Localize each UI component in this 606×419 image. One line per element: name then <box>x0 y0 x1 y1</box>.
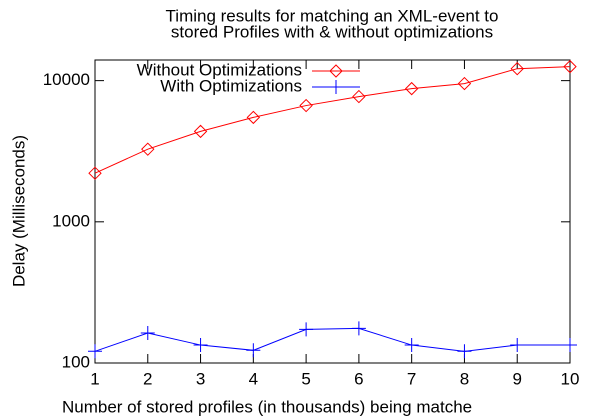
marker <box>352 89 366 104</box>
y-tick-label: 1000 <box>52 211 90 230</box>
marker <box>510 338 525 353</box>
x-tick-label: 10 <box>561 369 580 388</box>
x-tick-label: 8 <box>460 369 469 388</box>
x-tick-label: 7 <box>407 369 416 388</box>
marker <box>193 338 208 353</box>
legend-label: With Optimizations <box>160 76 302 95</box>
chart-title: Timing results for matching an XML-event… <box>166 6 499 25</box>
marker <box>193 124 208 139</box>
y-tick-label: 10000 <box>43 70 90 89</box>
marker <box>457 76 472 91</box>
marker <box>246 343 261 358</box>
x-tick-label: 5 <box>301 369 310 388</box>
x-tick-label: 9 <box>512 369 521 388</box>
marker <box>88 344 102 359</box>
chart-title: stored Profiles with & without optimizat… <box>171 22 493 41</box>
legend-label: Without Optimizations <box>137 60 302 79</box>
x-axis-label: Number of stored profiles (in thousands)… <box>62 397 472 416</box>
marker <box>563 59 577 74</box>
y-tick-label: 100 <box>62 352 90 371</box>
marker <box>351 321 366 336</box>
series-line <box>94 327 570 352</box>
marker <box>510 61 524 76</box>
marker <box>299 322 314 337</box>
x-tick-label: 3 <box>196 369 205 388</box>
marker <box>246 110 261 125</box>
marker <box>404 81 419 96</box>
marker <box>88 166 102 180</box>
x-tick-label: 6 <box>354 369 363 388</box>
y-axis-label: Delay (Milliseconds) <box>9 135 28 287</box>
legend-marker <box>329 80 343 94</box>
x-tick-label: 2 <box>143 369 152 388</box>
x-tick-label: 4 <box>249 369 258 388</box>
marker <box>404 338 419 353</box>
marker <box>140 326 155 341</box>
plot-frame <box>94 59 571 364</box>
marker <box>457 344 472 359</box>
marker <box>141 142 155 156</box>
marker <box>563 338 577 353</box>
legend-marker <box>329 64 343 78</box>
series-line <box>94 66 571 174</box>
x-tick-label: 1 <box>90 369 99 388</box>
marker <box>299 98 313 113</box>
